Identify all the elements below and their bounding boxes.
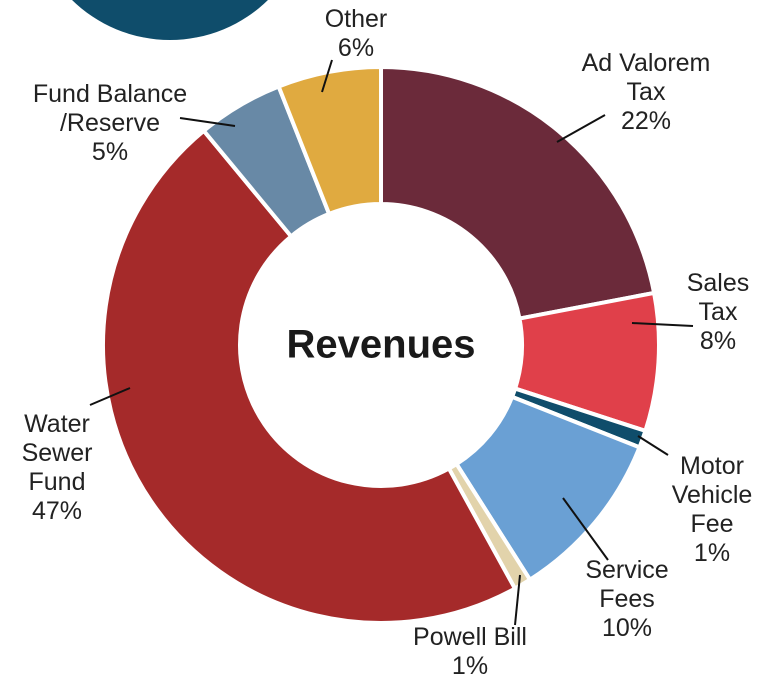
category-label: Fund Balance /Reserve — [32, 80, 188, 137]
leader-line — [179, 117, 236, 127]
slice — [101, 127, 518, 625]
slice-label: Water Sewer Fund 47% — [12, 410, 102, 526]
leader-line — [321, 59, 333, 93]
category-label: Powell Bill — [413, 623, 527, 651]
slice — [276, 64, 383, 217]
slice-label: Powell Bill 1% — [385, 623, 555, 681]
slice-label: Service Fees 10% — [572, 556, 682, 643]
leader-line — [89, 387, 131, 406]
slice-label: Sales Tax 8% — [683, 269, 753, 356]
value-label: 8% — [699, 327, 737, 355]
value-label: 1% — [451, 652, 489, 680]
value-label: 5% — [91, 138, 129, 166]
leader-line — [514, 574, 521, 626]
slice-label: Other 6% — [306, 5, 406, 63]
leader-line — [562, 497, 609, 561]
slice-label: Motor Vehicle Fee 1% — [662, 452, 762, 568]
category-label: Other — [324, 5, 388, 33]
value-label: 22% — [620, 107, 672, 135]
slice — [379, 64, 657, 321]
leader-line — [637, 435, 669, 456]
slice-label: Fund Balance /Reserve 5% — [10, 80, 210, 167]
center-label: Revenues — [286, 322, 476, 367]
category-label: Water Sewer Fund — [21, 410, 93, 496]
decor-circle — [72, 0, 268, 40]
value-label: 10% — [601, 614, 653, 642]
leader-line — [631, 322, 694, 327]
category-label: Ad Valorem Tax — [581, 49, 711, 106]
leader-line — [556, 114, 606, 143]
value-label: 1% — [693, 539, 731, 567]
slice-label: Ad Valorem Tax 22% — [561, 49, 731, 136]
category-label: Service Fees — [585, 556, 669, 613]
value-label: 47% — [31, 497, 83, 525]
value-label: 6% — [337, 34, 375, 62]
category-label: Sales Tax — [686, 269, 750, 326]
category-label: Motor Vehicle Fee — [671, 452, 753, 538]
